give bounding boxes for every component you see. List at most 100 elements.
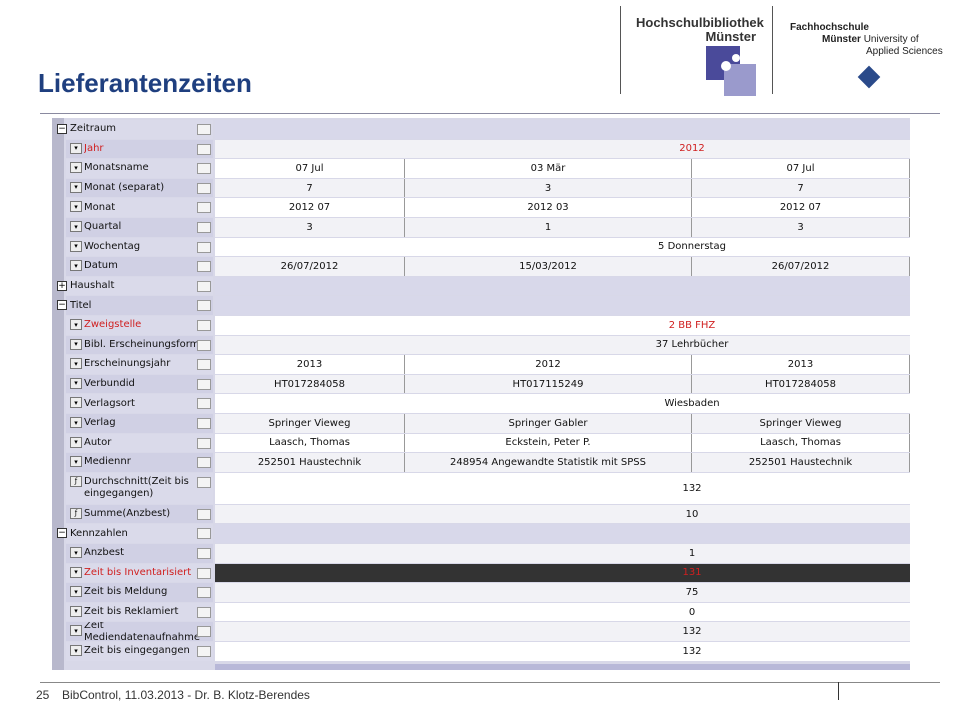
merged-cell: 0 (688, 606, 696, 618)
filter-icon (197, 163, 211, 175)
footer-text: BibControl, 11.03.2013 - Dr. B. Klotz-Be… (62, 688, 310, 702)
data-row-bg (215, 355, 910, 374)
data-cell: 2013 (215, 355, 405, 374)
data-cell: 252501 Haustechnik (215, 453, 405, 472)
data-cell: 26/07/2012 (692, 257, 910, 276)
row-header-bg (66, 276, 213, 296)
row-label: Zweigstelle (84, 319, 142, 331)
data-row-bg (215, 159, 910, 178)
dropdown-icon: ▾ (70, 605, 82, 617)
filter-icon (197, 241, 211, 253)
dropdown-icon: ▾ (70, 240, 82, 252)
data-cell: 248954 Angewandte Statistik mit SPSS (405, 453, 692, 472)
row-label: Haushalt (70, 280, 115, 292)
row-label: Zeit Mediendatenaufnahme (84, 622, 200, 641)
merged-cell: 5 Donnerstag (658, 241, 726, 253)
row-label: Jahr (84, 142, 104, 154)
data-cell: 7 (215, 178, 405, 198)
row-label: Verlag (84, 417, 116, 429)
row-header-bg (66, 296, 213, 315)
row-header-bg (66, 139, 213, 159)
filter-icon (197, 567, 211, 579)
data-cell: 07 Jul (215, 159, 405, 178)
dropdown-icon: ▾ (70, 417, 82, 428)
filter-icon (197, 339, 211, 351)
data-row-bg (215, 453, 910, 472)
row-header-bg (66, 524, 213, 543)
data-row-bg (215, 296, 910, 315)
data-row-bg (215, 394, 910, 413)
row-label: Monat (separat) (84, 182, 165, 194)
row-label: Anzbest (84, 547, 125, 559)
row-label: Mediennr (84, 456, 131, 468)
data-row-bg (215, 257, 910, 276)
expand-icon: − (57, 300, 67, 311)
filter-icon (197, 476, 211, 488)
dropdown-icon: ▾ (70, 338, 82, 350)
filter-icon (197, 437, 211, 449)
data-cell: 3 (405, 178, 692, 198)
merged-cell: 1 (688, 547, 696, 559)
merged-cell: 75 (685, 586, 699, 598)
data-row-bg (215, 178, 910, 198)
filter-icon (197, 222, 211, 233)
data-row-bg (215, 198, 910, 217)
expand-icon: + (57, 280, 67, 291)
expand-icon: − (57, 124, 67, 134)
data-row-bg (215, 583, 910, 602)
row-header-bg (66, 504, 213, 524)
dropdown-icon: ▾ (70, 377, 82, 389)
dropdown-icon: ▾ (70, 547, 82, 558)
footer-rule (40, 682, 940, 683)
row-label: Verlagsort (84, 397, 135, 409)
filter-icon (197, 378, 211, 390)
row-header-bg (66, 453, 213, 472)
merged-cell: 132 (682, 645, 702, 657)
filter-icon (197, 320, 211, 331)
data-row-bg (215, 237, 910, 257)
slide-title: Lieferantenzeiten (38, 68, 252, 98)
merged-cell: Wiesbaden (664, 398, 720, 410)
data-cell: 03 Mär (405, 159, 692, 178)
row-header-bg (66, 583, 213, 602)
data-cell: 15/03/2012 (405, 257, 692, 276)
data-row-bg (215, 276, 910, 296)
filter-icon (197, 143, 211, 155)
data-row-bg (215, 472, 910, 504)
data-cell: 26/07/2012 (215, 257, 405, 276)
filter-icon (197, 398, 211, 410)
dropdown-icon: ▾ (70, 456, 82, 468)
row-header-bg (66, 159, 213, 178)
row-label: Quartal (84, 221, 122, 233)
dropdown-icon: ▾ (70, 319, 82, 330)
data-cell: HT017284058 (215, 374, 405, 394)
row-header-bg (66, 374, 213, 394)
row-label: Zeitraum (70, 123, 117, 135)
row-label: Durchschnitt(Zeit bis eingegangen) (84, 476, 189, 500)
data-cell: Laasch, Thomas (215, 433, 405, 453)
row-label: Bibl. Erscheinungsform (84, 338, 200, 350)
merged-cell: 2012 (679, 143, 705, 155)
row-label: Datum (84, 260, 118, 272)
divider (620, 6, 621, 94)
dropdown-icon: ▾ (70, 645, 82, 656)
filter-icon (197, 457, 211, 469)
dropdown-icon: ▾ (70, 142, 82, 154)
merged-cell: 10 (685, 508, 699, 520)
data-row-bg (215, 524, 910, 543)
dropdown-icon: ▾ (70, 260, 82, 272)
row-label: Autor (84, 436, 112, 448)
row-label: Zeit bis Reklamiert (84, 606, 179, 618)
row-header-bg (66, 198, 213, 217)
row-header-bg (66, 433, 213, 453)
row-header-bg (66, 335, 213, 355)
row-header-bg (66, 316, 213, 335)
measure-icon: ƒ (70, 507, 82, 519)
filter-icon (197, 418, 211, 429)
filter-icon (197, 359, 211, 371)
logo-right: Fachhochschule Münster University of App… (790, 22, 943, 58)
logo-text: Fachhochschule (790, 22, 869, 33)
row-label: Titel (70, 299, 92, 311)
filter-icon (197, 548, 211, 559)
footer-divider (838, 682, 839, 700)
